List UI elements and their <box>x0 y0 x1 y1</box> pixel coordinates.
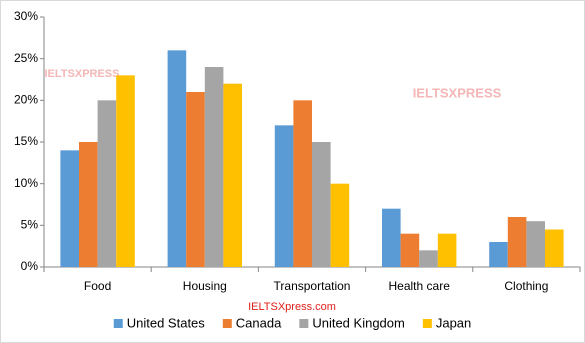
y-tick-label: 0% <box>21 259 39 273</box>
bar <box>223 83 242 268</box>
bar <box>293 100 312 267</box>
legend: United States Canada United Kingdom Japan <box>113 315 471 330</box>
annotation: IELTSXpress.com <box>248 301 336 313</box>
bar <box>400 233 420 267</box>
y-tick-label: 10% <box>14 176 38 190</box>
bar <box>382 208 401 267</box>
bar <box>167 50 187 268</box>
bar <box>330 183 350 267</box>
legend-swatch <box>422 319 432 328</box>
bar <box>79 142 98 267</box>
legend-swatch <box>299 319 309 328</box>
legend-swatch <box>113 319 123 328</box>
bar <box>419 250 438 267</box>
legend-label: Japan <box>436 315 471 330</box>
annotation: IELTSXPRESS <box>45 68 120 80</box>
bar <box>60 150 79 267</box>
legend-swatch <box>222 319 232 328</box>
legend-label: United Kingdom <box>312 315 405 330</box>
legend-label: Canada <box>236 315 282 330</box>
x-tick-label: Clothing <box>504 279 548 293</box>
bar <box>97 100 117 267</box>
y-tick-label: 15% <box>14 134 38 148</box>
bar <box>489 242 508 267</box>
bar <box>186 92 205 267</box>
annotation: IELTSXPRESS <box>413 85 502 100</box>
legend-label: United States <box>127 315 206 330</box>
y-tick-label: 25% <box>14 51 38 65</box>
x-tick-label: Food <box>84 279 111 293</box>
bar <box>545 229 564 267</box>
x-tick-label: Transportation <box>274 279 351 293</box>
x-tick-label: Health care <box>389 279 451 293</box>
bar <box>312 142 331 267</box>
bar <box>437 233 457 267</box>
y-tick-label: 20% <box>14 93 38 107</box>
x-tick-label: Housing <box>183 279 227 293</box>
y-tick-label: 5% <box>21 218 39 232</box>
bar <box>116 75 135 267</box>
bar <box>274 125 294 267</box>
bar <box>507 217 527 267</box>
y-tick-label: 30% <box>14 9 38 23</box>
bar <box>204 67 224 267</box>
bar <box>526 221 545 267</box>
